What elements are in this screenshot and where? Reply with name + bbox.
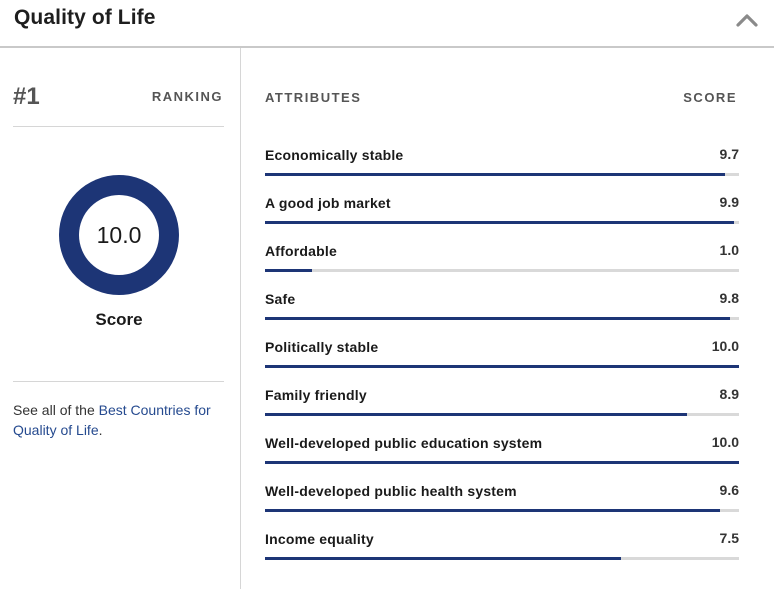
ranking-divider [13,126,224,127]
attribute-score: 9.8 [719,290,739,306]
score-label: Score [95,310,143,329]
attributes-panel: ATTRIBUTES SCORE Economically stable 9.7… [241,48,774,589]
score-bar-fill [265,509,721,512]
rank-number: #1 [13,83,40,110]
attribute-row: A good job market 9.9 [265,192,739,240]
attribute-row: Safe 9.8 [265,288,739,336]
best-countries-link[interactable]: Best Countries for Quality of Life [13,402,211,438]
score-bar-track [265,173,739,176]
attribute-row: Politically stable 10.0 [265,336,739,384]
score-bar-fill [265,557,621,560]
section-title: Quality of Life [14,6,156,29]
chevron-up-icon [736,14,758,27]
attribute-row: Affordable 1.0 [265,240,739,288]
section-header: Quality of Life [0,0,774,48]
score-bar-fill [265,413,687,416]
score-bar-fill [265,365,739,368]
attribute-row: Family friendly 8.9 [265,384,739,432]
attribute-name: Well-developed public education system [265,435,543,451]
score-bar-track [265,365,739,368]
score-ring-center: 10.0 [79,195,159,275]
score-bar-fill [265,221,735,224]
attribute-score: 9.9 [719,194,739,210]
attribute-score: 8.9 [719,386,739,402]
attribute-row: Income equality 7.5 [265,528,739,576]
attribute-row: Well-developed public education system 1… [265,432,739,480]
score-bar-track [265,269,739,272]
see-all-text: See all of the Best Countries for Qualit… [13,400,228,440]
score-bar-fill [265,269,313,272]
attribute-score: 1.0 [719,242,739,258]
collapse-button[interactable] [731,6,763,34]
attribute-name: Family friendly [265,387,367,403]
score-bar-fill [265,173,725,176]
attribute-row: Well-developed public health system 9.6 [265,480,739,528]
attribute-name: Economically stable [265,147,404,163]
attribute-score: 9.7 [719,146,739,162]
attribute-row: Economically stable 9.7 [265,144,739,192]
attribute-score: 9.6 [719,482,739,498]
attribute-name: Safe [265,291,296,307]
attribute-name: A good job market [265,195,391,211]
see-all-prefix: See all of the [13,402,99,418]
score-bar-track [265,413,739,416]
score-column-header: SCORE [683,90,737,105]
attributes-column-header: ATTRIBUTES [265,90,362,105]
score-value: 10.0 [96,221,142,248]
attribute-score: 7.5 [719,530,739,546]
attribute-name: Income equality [265,531,374,547]
score-bar-track [265,557,739,560]
ranking-panel: #1 RANKING 10.0 Score See all of the Bes… [0,48,241,589]
see-all-suffix: . [98,422,103,438]
score-bar-track [265,221,739,224]
score-bar-track [265,509,739,512]
attribute-score: 10.0 [711,434,739,450]
score-bar-fill [265,461,739,464]
score-bar-fill [265,317,730,320]
ranking-label: RANKING [151,89,223,104]
score-divider [13,381,224,382]
attribute-name: Affordable [265,243,337,259]
score-bar-track [265,461,739,464]
score-ring: 10.0 [59,175,179,295]
attribute-name: Politically stable [265,339,379,355]
score-bar-track [265,317,739,320]
attribute-score: 10.0 [711,338,739,354]
attribute-name: Well-developed public health system [265,483,517,499]
attributes-list: Economically stable 9.7 A good job marke… [265,144,739,576]
